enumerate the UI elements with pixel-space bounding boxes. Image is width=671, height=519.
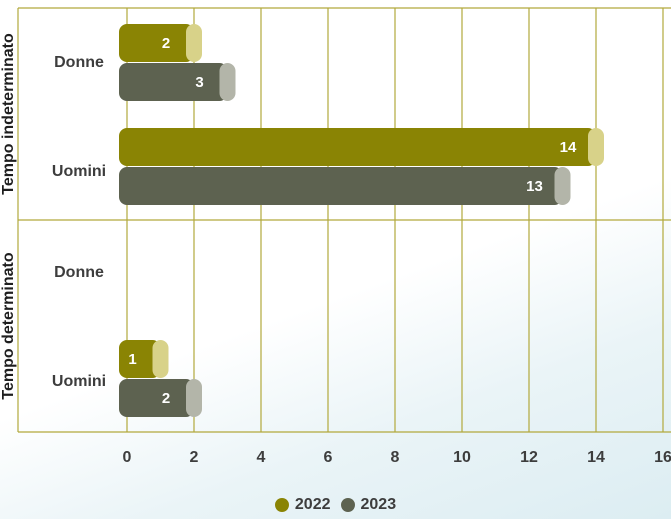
category-label-1-1: Uomini xyxy=(52,373,106,390)
legend-item-2022: 2022 xyxy=(274,496,331,514)
category-label-0-1: Uomini xyxy=(52,163,106,180)
bar-cap-0-0-2022 xyxy=(186,24,202,62)
bar-0-0-2022 xyxy=(119,24,202,62)
bar-body-1-1-2022 xyxy=(119,340,161,378)
category-label-1-0: Donne xyxy=(54,264,104,281)
tick-label-4: 4 xyxy=(257,449,266,466)
data-label-0-0-2022: 2 xyxy=(162,35,170,52)
legend-label-2023: 2023 xyxy=(360,496,397,513)
legend-swatch-2023 xyxy=(340,498,355,512)
bar-cap-0-1-2022 xyxy=(588,128,604,166)
bar-0-1-2022 xyxy=(119,128,604,166)
data-label-0-1-2022: 14 xyxy=(560,139,577,156)
bar-1-1-2023 xyxy=(119,379,202,417)
bar-body-1-1-2023 xyxy=(119,379,194,417)
bar-body-0-0-2023 xyxy=(119,63,228,101)
bar-cap-0-1-2023 xyxy=(554,167,571,205)
legend-label-2022: 2022 xyxy=(294,496,331,513)
legend-item-2023: 2023 xyxy=(340,496,397,514)
data-label-1-1-2022: 1 xyxy=(128,351,136,368)
bar-body-0-1-2022 xyxy=(119,128,596,166)
tick-label-10: 10 xyxy=(453,449,471,466)
bars xyxy=(119,24,604,417)
bar-cap-0-0-2023 xyxy=(219,63,236,101)
bar-1-1-2022 xyxy=(119,340,169,378)
tick-label-14: 14 xyxy=(587,449,605,466)
grid xyxy=(17,7,671,433)
data-label-0-0-2023: 3 xyxy=(195,74,203,91)
tick-label-8: 8 xyxy=(391,449,400,466)
bar-body-0-1-2023 xyxy=(119,167,563,205)
bar-0-1-2023 xyxy=(119,167,571,205)
tick-label-0: 0 xyxy=(123,449,132,466)
legend: 2022 2023 xyxy=(0,496,671,514)
category-label-0-0: Donne xyxy=(54,54,104,71)
group-label-0: Tempo indeterminato xyxy=(0,33,17,195)
bar-0-0-2023 xyxy=(119,63,236,101)
data-label-1-1-2023: 2 xyxy=(162,390,170,407)
bar-cap-1-1-2023 xyxy=(186,379,202,417)
tick-label-2: 2 xyxy=(190,449,199,466)
data-label-0-1-2023: 13 xyxy=(526,178,543,195)
bar-cap-1-1-2022 xyxy=(152,340,169,378)
group-label-1: Tempo determinato xyxy=(0,252,17,400)
bar-body-0-0-2022 xyxy=(119,24,194,62)
tick-label-16: 16 xyxy=(654,449,671,466)
tick-label-6: 6 xyxy=(324,449,333,466)
tick-label-12: 12 xyxy=(520,449,538,466)
legend-swatch-2022 xyxy=(274,498,289,512)
